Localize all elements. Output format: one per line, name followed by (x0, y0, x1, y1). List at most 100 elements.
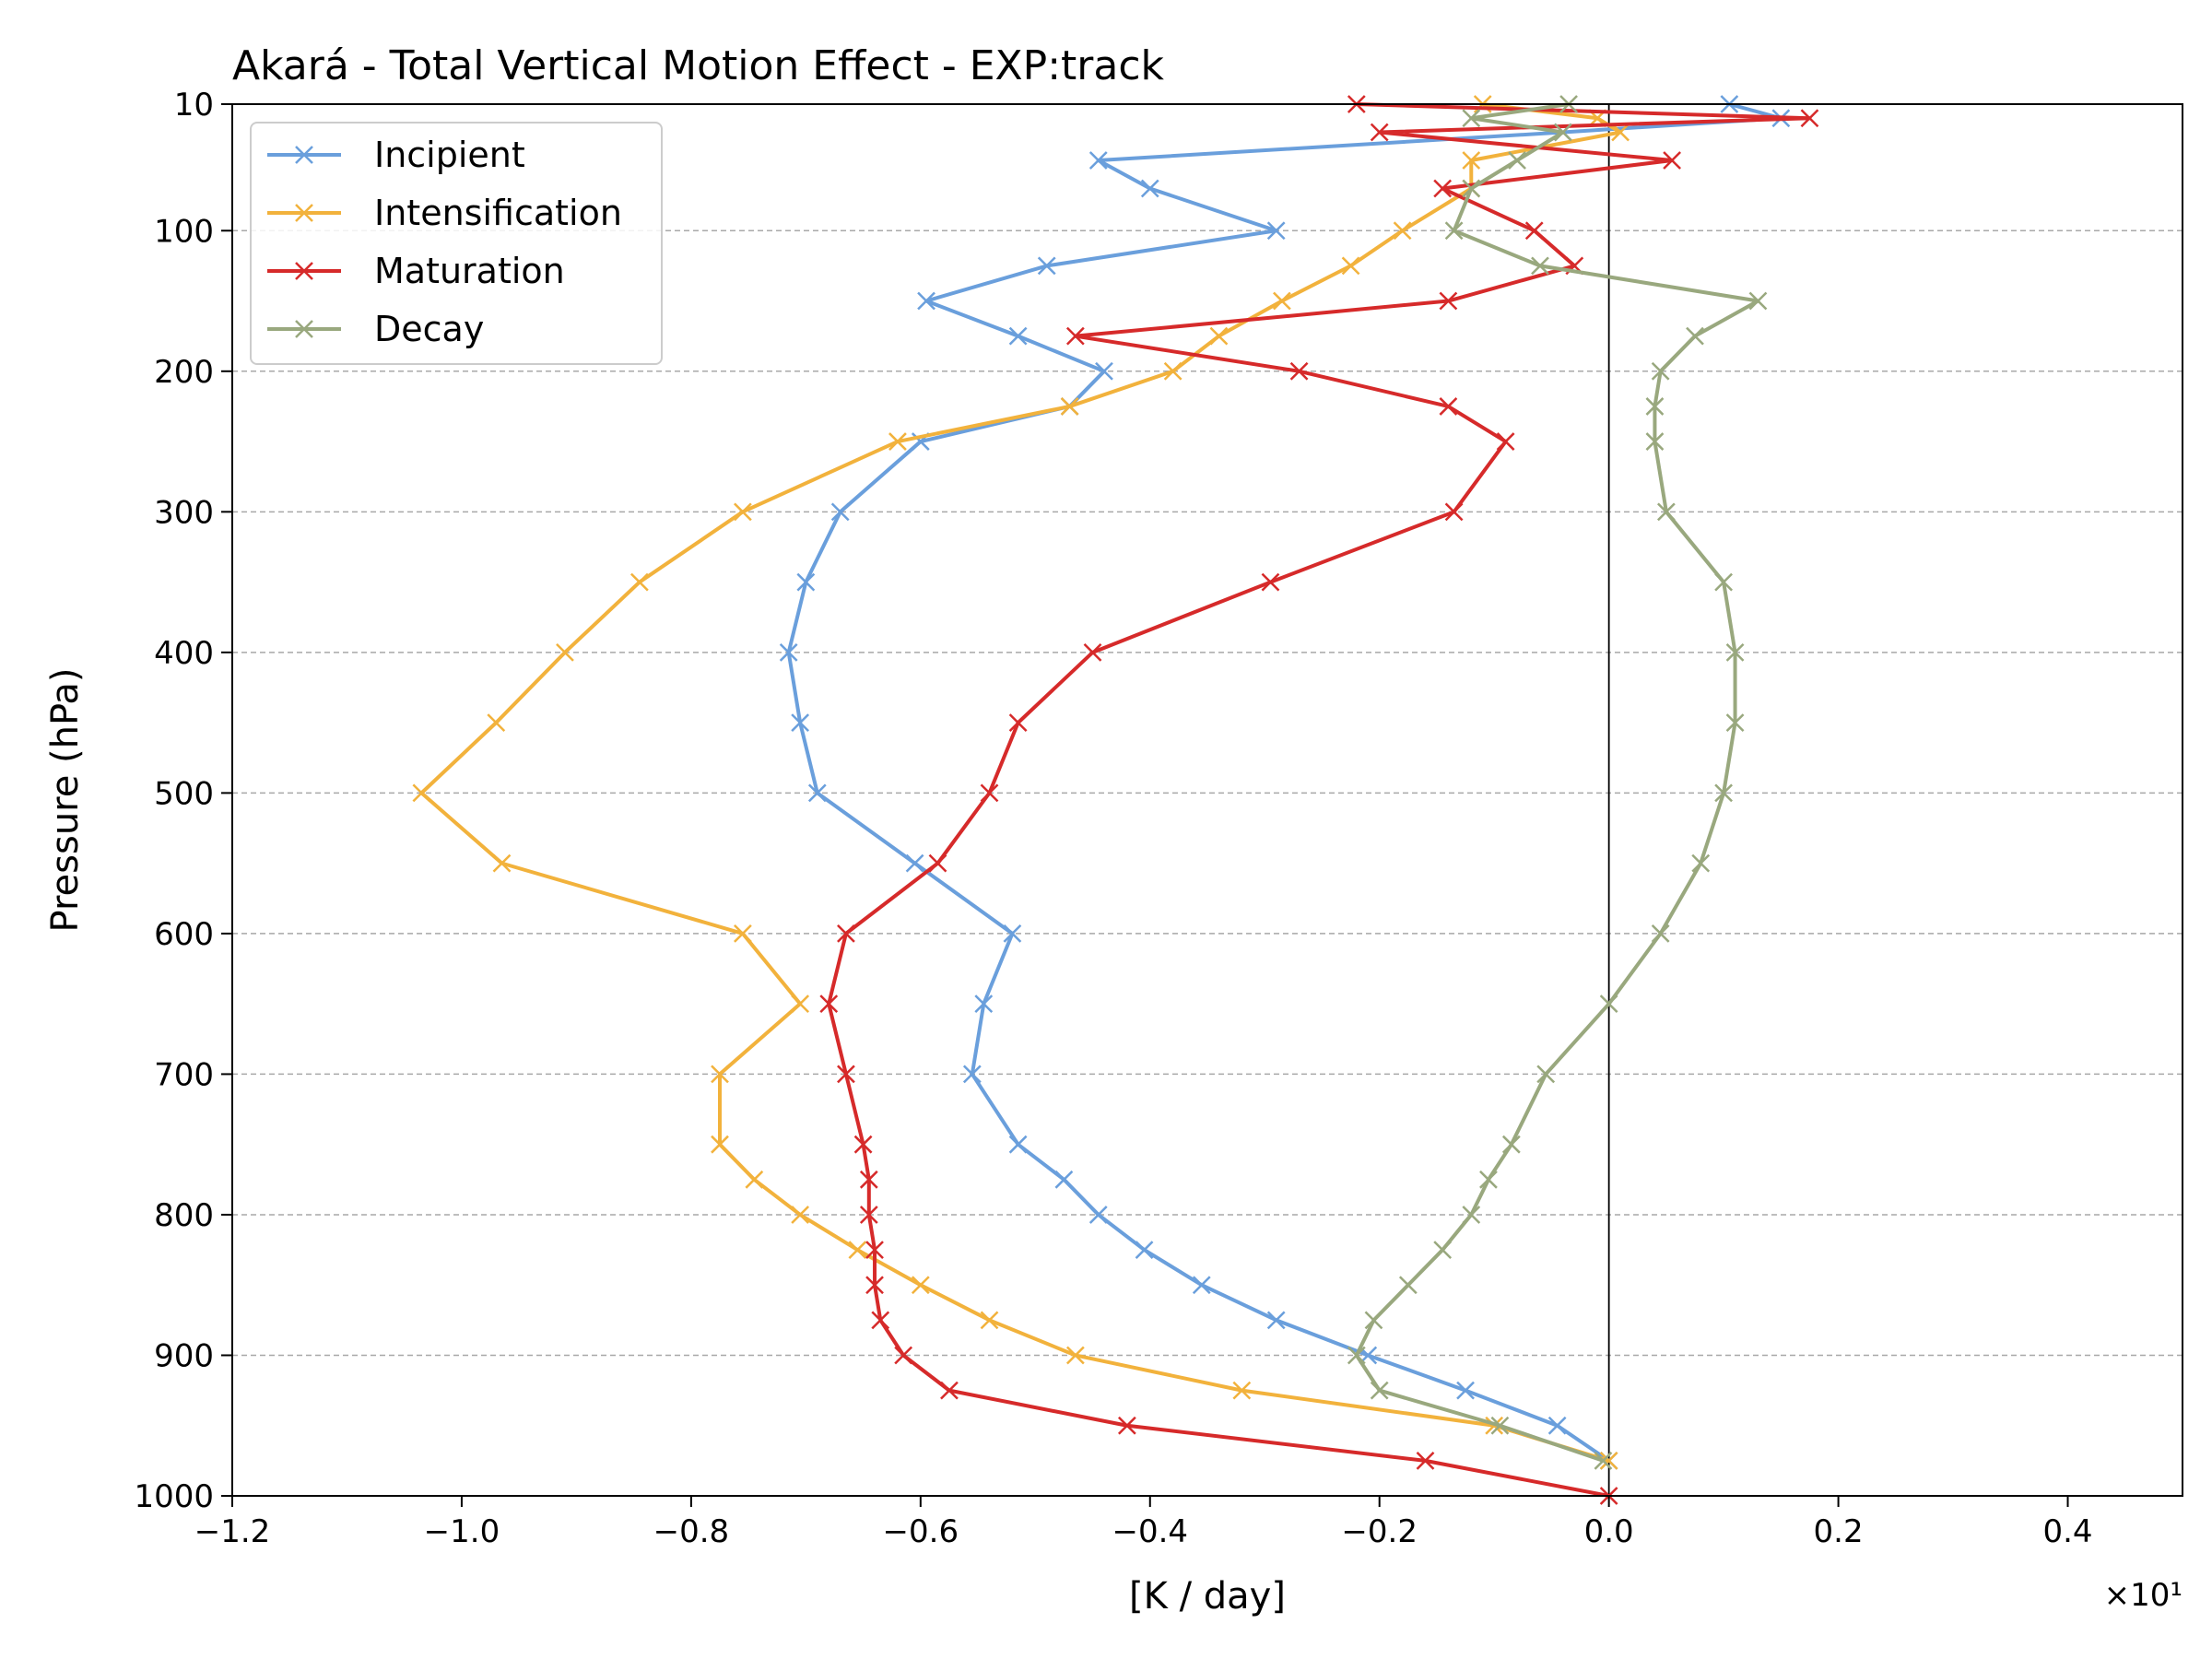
data-point-incipient (905, 853, 924, 873)
data-point-decay (1656, 502, 1676, 522)
data-point-maturation (1416, 1451, 1435, 1470)
data-point-decay (1501, 1135, 1521, 1154)
data-point-intensification (734, 924, 752, 943)
data-point-incipient (1266, 221, 1286, 241)
data-point-maturation (819, 994, 839, 1014)
data-point-decay (1531, 256, 1549, 276)
data-point-intensification (911, 1276, 930, 1295)
data-point-incipient (1088, 151, 1108, 170)
x-tick-label: −0.4 (1112, 1513, 1188, 1550)
data-point-decay (1714, 572, 1734, 592)
data-point-incipient (1008, 1135, 1028, 1154)
data-point-intensification (745, 1170, 764, 1189)
data-point-decay (1398, 1276, 1418, 1295)
data-point-intensification (1462, 151, 1481, 170)
legend-label-maturation: Maturation (374, 251, 565, 291)
data-point-decay (1599, 994, 1618, 1014)
data-point-intensification (711, 1065, 729, 1084)
x-tick-label: −0.6 (883, 1513, 959, 1550)
data-point-incipient (791, 713, 810, 732)
data-point-intensification (1060, 397, 1079, 416)
data-point-maturation (1439, 397, 1458, 416)
data-point-decay (1553, 123, 1572, 142)
x-axis-label: [K / day] (1129, 1575, 1286, 1618)
data-point-decay (1686, 326, 1704, 346)
legend-entry-decay: Decay (267, 309, 484, 349)
data-point-incipient (974, 994, 994, 1014)
data-point-decay (1462, 179, 1481, 198)
data-point-maturation (1524, 221, 1544, 241)
y-axis-ticks: 10 100 200 300 400 500 600 700 800 900 1000 (134, 87, 232, 1515)
x-tick-label: 0.2 (1814, 1513, 1864, 1550)
y-tick-label: 700 (154, 1056, 214, 1093)
x-axis-ticks: −1.2 −1.0 −0.8 −0.6 −0.4 −0.2 0.0 0.2 0.4 (194, 1496, 2093, 1550)
plot-frame (231, 103, 2183, 1497)
legend-entry-maturation: Maturation (267, 251, 565, 291)
data-point-intensification (711, 1135, 729, 1154)
data-point-maturation (928, 853, 947, 873)
data-point-decay (1536, 1065, 1556, 1084)
y-tick-label: 10 (174, 87, 214, 124)
data-point-maturation (1261, 572, 1280, 592)
data-point-decay (1508, 151, 1526, 170)
data-point-intensification (1232, 1381, 1252, 1400)
data-point-intensification (734, 502, 752, 522)
data-point-incipient (796, 572, 816, 592)
data-point-maturation (940, 1381, 959, 1400)
data-point-maturation (859, 1206, 878, 1224)
y-tick-label: 400 (154, 635, 214, 672)
data-point-maturation (859, 1170, 878, 1189)
x-tick-label: 0.0 (1584, 1513, 1634, 1550)
data-point-decay (1714, 783, 1734, 803)
data-point-incipient (1008, 326, 1028, 346)
x-tick-label: −1.0 (424, 1513, 500, 1550)
y-axis-label: Pressure (hPa) (44, 668, 87, 933)
data-point-incipient (1054, 1170, 1074, 1189)
data-point-maturation (1444, 502, 1464, 522)
data-point-intensification (1065, 1346, 1085, 1365)
data-point-decay (1364, 1311, 1383, 1330)
data-point-intensification (1163, 361, 1182, 381)
y-tick-label: 100 (154, 213, 214, 250)
legend-box (250, 122, 663, 365)
data-point-decay (1462, 109, 1481, 128)
data-point-maturation (871, 1311, 890, 1330)
x-tick-label: 0.4 (2042, 1513, 2092, 1550)
data-point-incipient (1192, 1276, 1211, 1295)
y-tick-label: 800 (154, 1197, 214, 1234)
data-point-decay (1462, 1206, 1481, 1224)
x-tick-label: −1.2 (194, 1513, 271, 1550)
data-point-intensification (1209, 326, 1229, 346)
data-point-intensification (1341, 256, 1360, 276)
legend-label-incipient: Incipient (374, 135, 525, 175)
data-point-decay (1479, 1170, 1498, 1189)
data-point-intensification (1599, 1451, 1618, 1470)
legend-entry-intensification: Intensification (267, 193, 622, 233)
data-point-maturation (894, 1346, 913, 1365)
data-point-maturation (1433, 179, 1453, 198)
data-point-incipient (1547, 1416, 1567, 1435)
data-point-decay (1645, 397, 1665, 416)
data-point-intensification (412, 783, 431, 803)
data-point-maturation (865, 1276, 884, 1295)
x-axis-offset-label: ×10¹ (2104, 1577, 2183, 1614)
data-point-incipient (1266, 1311, 1286, 1330)
data-point-incipient (962, 1065, 982, 1084)
data-point-decay (1645, 432, 1665, 451)
legend-label-intensification: Intensification (374, 193, 622, 233)
legend-marker-incipient (295, 146, 313, 164)
data-point-intensification (1611, 123, 1630, 142)
data-point-incipient (1037, 256, 1056, 276)
data-point-decay (1433, 1241, 1453, 1259)
data-point-intensification (888, 432, 907, 451)
data-point-decay (1651, 361, 1670, 381)
data-point-intensification (629, 572, 649, 592)
data-point-maturation (1289, 361, 1309, 381)
data-point-intensification (492, 853, 512, 873)
data-point-maturation (1439, 291, 1458, 311)
data-point-intensification (1273, 291, 1291, 311)
data-point-maturation (1496, 432, 1515, 451)
data-point-maturation (1065, 326, 1085, 346)
data-point-intensification (556, 642, 574, 662)
